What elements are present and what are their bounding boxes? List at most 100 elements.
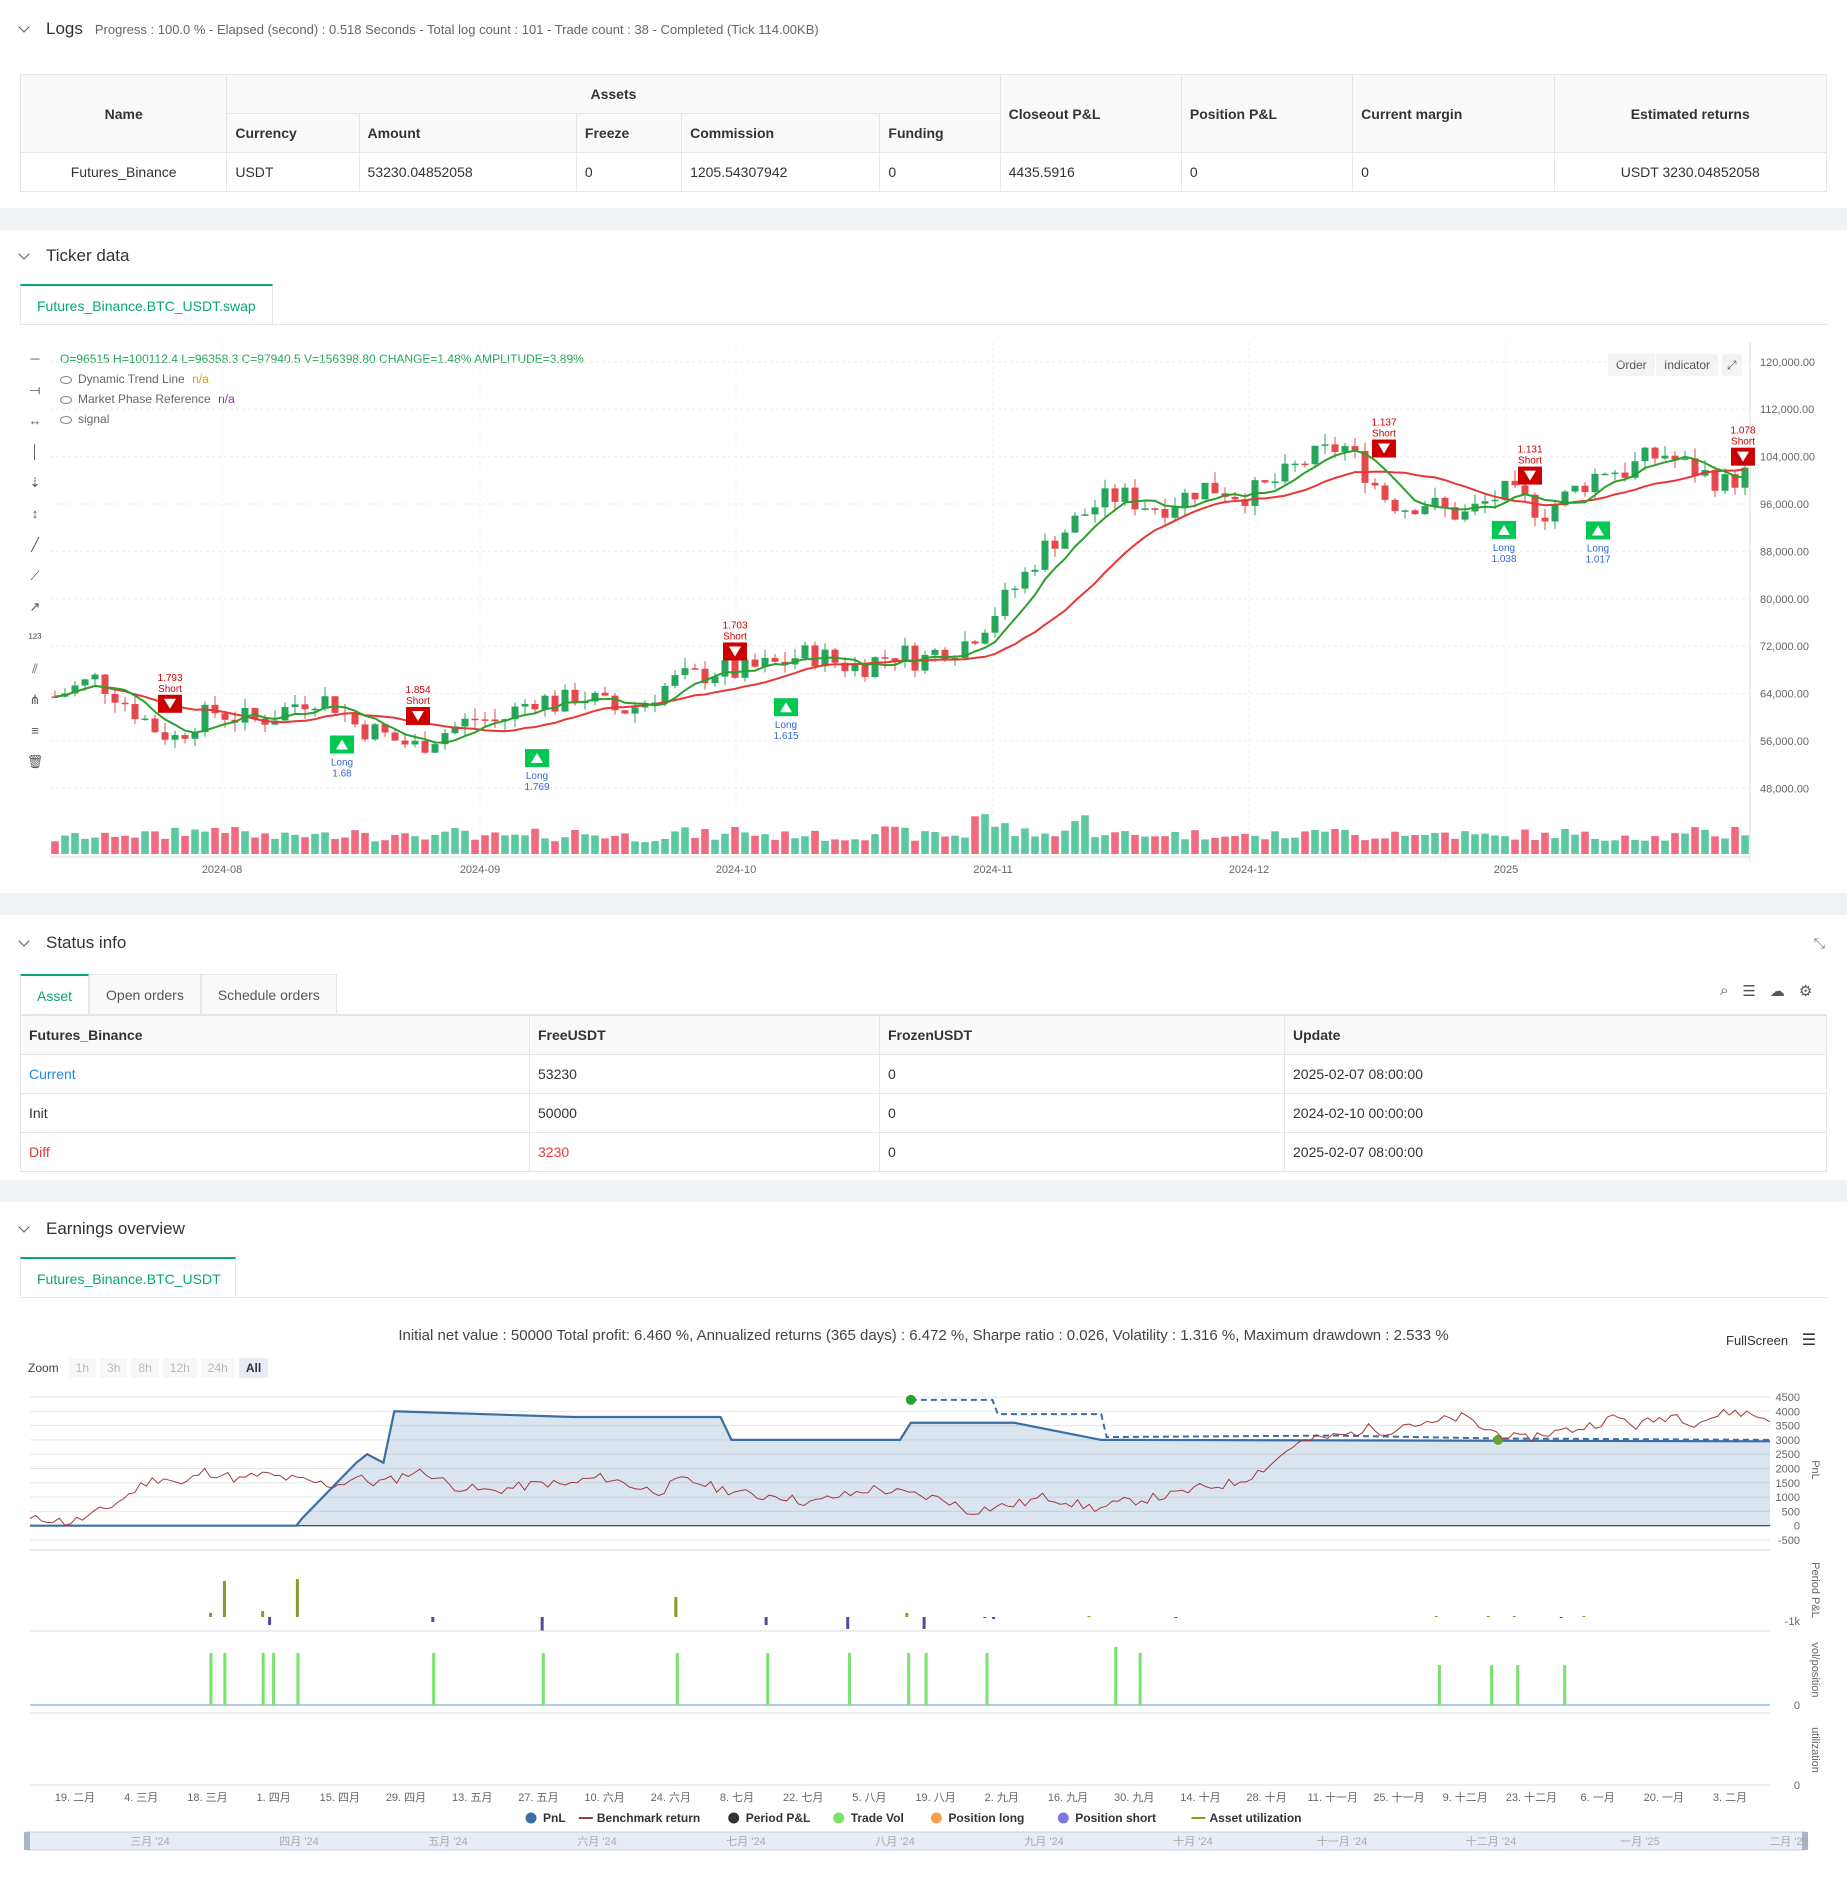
- x-tick-label: 3. 二月: [1713, 1792, 1747, 1804]
- volume-bar: [1701, 829, 1709, 854]
- trash-icon[interactable]: 🗑: [26, 754, 44, 769]
- collapse-icon[interactable]: ⤡: [1813, 935, 1825, 951]
- vertical-line-icon[interactable]: │: [30, 444, 40, 459]
- zoom-1h[interactable]: 1h: [68, 1358, 97, 1378]
- chevron-down-icon[interactable]: [18, 249, 32, 263]
- earnings-chart[interactable]: 4500 4000 3500 3000 2500 2000 1500 1000 500 0 -500…: [0, 1385, 1847, 1865]
- candle: [351, 713, 359, 725]
- candle: [1171, 507, 1179, 518]
- candle: [1661, 455, 1669, 459]
- ticker-header[interactable]: Ticker data: [0, 231, 1847, 281]
- vertical-segment-icon[interactable]: ⇣: [29, 475, 41, 490]
- legend-swatch: [525, 1812, 537, 1824]
- trade-vol-bar: [766, 1653, 770, 1705]
- cloud-download-icon[interactable]: ☁: [1769, 983, 1785, 1000]
- candle: [1611, 472, 1619, 475]
- horizontal-line-icon[interactable]: ─: [30, 351, 40, 366]
- search-icon[interactable]: ⌕: [1720, 982, 1729, 999]
- trend-ray-icon[interactable]: ⟋: [30, 568, 40, 583]
- chevron-down-icon[interactable]: [18, 22, 32, 36]
- zoom-All[interactable]: All: [238, 1358, 269, 1378]
- down-arrow-icon: [412, 711, 424, 722]
- extended-line-icon[interactable]: ↔: [28, 413, 42, 428]
- volume-bar: [1641, 840, 1649, 854]
- legend-item[interactable]: Position short: [1057, 1811, 1156, 1825]
- navigator-handle-right: [1802, 1832, 1808, 1850]
- tab-asset[interactable]: Asset: [20, 974, 90, 1014]
- y-tick-label: 2500: [1776, 1449, 1800, 1461]
- legend-signal[interactable]: signal: [60, 412, 109, 426]
- legend-item[interactable]: Period P&L: [728, 1811, 810, 1825]
- eye-icon[interactable]: [60, 415, 72, 424]
- status-header[interactable]: Status info: [0, 918, 1847, 968]
- eye-icon[interactable]: [60, 375, 72, 384]
- row-label-current[interactable]: Current: [20, 1054, 530, 1094]
- parallel-channel-icon[interactable]: ⫽: [32, 661, 38, 676]
- legend-item[interactable]: Asset utilization: [1191, 1811, 1302, 1825]
- volume-bar: [441, 831, 449, 854]
- legend-item[interactable]: Trade Vol: [833, 1811, 904, 1825]
- volume-bar: [741, 832, 749, 854]
- expand-icon[interactable]: ⤢: [1722, 354, 1742, 376]
- legend-dynamic-trend-line[interactable]: Dynamic Trend Line n/a: [60, 372, 209, 386]
- eye-icon[interactable]: [60, 395, 72, 404]
- tab-btc-usdt-swap[interactable]: Futures_Binance.BTC_USDT.swap: [20, 284, 273, 324]
- price-label-icon[interactable]: ¹²³: [28, 630, 42, 645]
- volume-bar: [1061, 830, 1069, 854]
- candle: [1341, 446, 1349, 452]
- logs-header[interactable]: Logs Progress : 100.0 % - Elapsed (secon…: [0, 4, 1847, 54]
- candle: [1561, 491, 1569, 506]
- indicator-button[interactable]: Indicator: [1656, 354, 1719, 376]
- list-icon[interactable]: ☰: [1742, 983, 1756, 1000]
- chevron-down-icon[interactable]: [18, 936, 32, 950]
- table-row: Current 53230 0 2025-02-07 08:00:00: [20, 1054, 1827, 1094]
- trade-vol-bar: [223, 1653, 227, 1705]
- menu-icon[interactable]: ☰: [1801, 1332, 1817, 1349]
- tab-btc-usdt[interactable]: Futures_Binance.BTC_USDT: [20, 1257, 236, 1297]
- x-tick-label: 8. 七月: [720, 1791, 754, 1804]
- ray-icon[interactable]: ⟞: [29, 382, 41, 397]
- volume-bar: [1141, 836, 1149, 854]
- trend-line-icon[interactable]: ╱: [31, 537, 39, 552]
- volume-bar: [1271, 831, 1279, 854]
- candle: [681, 668, 689, 676]
- vertical-ray-icon[interactable]: ↕: [31, 506, 39, 521]
- zoom-3h[interactable]: 3h: [100, 1358, 128, 1378]
- pitchfork-icon[interactable]: ⋔: [29, 692, 41, 707]
- candle: [1681, 458, 1689, 460]
- legend-market-phase-reference[interactable]: Market Phase Reference n/a: [60, 392, 235, 406]
- volume-bar: [931, 832, 939, 854]
- gear-icon[interactable]: ⚙: [1798, 983, 1813, 1000]
- volume-bar: [1031, 836, 1039, 854]
- candle: [221, 713, 229, 720]
- candle: [71, 685, 79, 694]
- chevron-down-icon[interactable]: [18, 1222, 32, 1236]
- x-tick-label: 5. 八月: [852, 1792, 886, 1804]
- candle: [1141, 508, 1149, 510]
- candle: [971, 641, 979, 644]
- zoom-24h[interactable]: 24h: [200, 1358, 235, 1378]
- legend-item[interactable]: Benchmark return: [578, 1811, 700, 1825]
- earnings-header[interactable]: Earnings overview: [0, 1204, 1847, 1254]
- tab-open-orders[interactable]: Open orders: [89, 974, 201, 1014]
- candle: [1291, 463, 1299, 466]
- volume-bar: [1421, 834, 1429, 854]
- volume-bar: [1491, 835, 1499, 854]
- candlestick-chart[interactable]: 120,000.00 112,000.00 104,000.00 96,000.00 8…: [50, 342, 1847, 882]
- x-tick-label: 2025: [1494, 864, 1518, 876]
- arrow-line-icon[interactable]: ↗: [29, 599, 41, 614]
- candle: [731, 660, 739, 678]
- y-tick-label: 56,000.00: [1760, 736, 1809, 748]
- candle: [421, 740, 429, 753]
- fib-icon[interactable]: ≡: [31, 723, 39, 738]
- tab-schedule-orders[interactable]: Schedule orders: [200, 974, 337, 1014]
- candle: [1131, 487, 1139, 510]
- cell-commission: 1205.54307942: [681, 152, 881, 192]
- zoom-8h[interactable]: 8h: [131, 1358, 159, 1378]
- fullscreen-button[interactable]: FullScreen ☰: [1726, 1332, 1817, 1349]
- candle: [1651, 447, 1659, 459]
- candle: [1351, 446, 1359, 452]
- zoom-12h[interactable]: 12h: [162, 1358, 197, 1378]
- legend-item[interactable]: PnL: [525, 1811, 566, 1825]
- legend-item[interactable]: Position long: [930, 1811, 1025, 1825]
